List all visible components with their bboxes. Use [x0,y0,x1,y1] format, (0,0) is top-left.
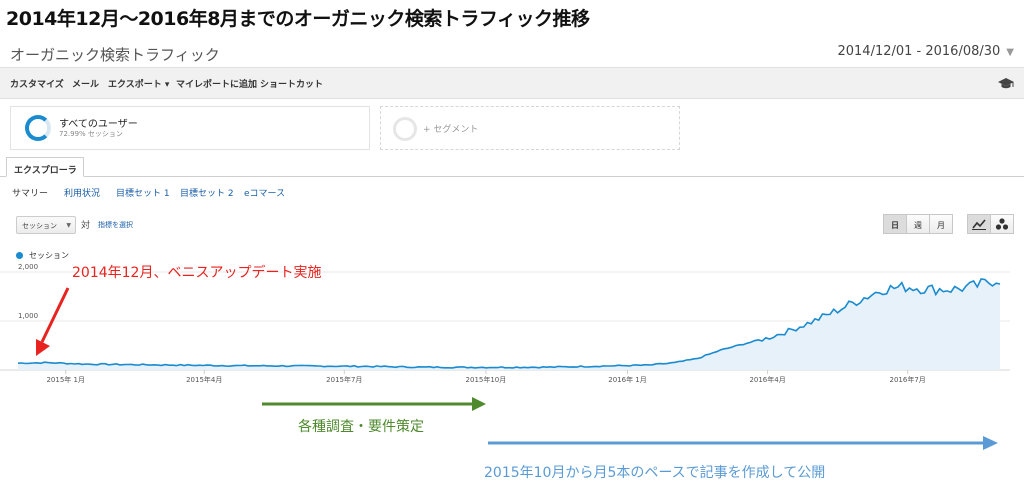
shortcut-button[interactable]: ショートカット [260,80,324,90]
line-chart-view-button[interactable] [967,214,991,234]
x-tick-label: 2015年7月 [326,375,362,384]
vs-label: 対 [81,221,91,231]
chart-legend: セッション [16,250,69,261]
add-to-report-button[interactable]: マイレポートに追加 [176,80,258,90]
add-segment-label: + セグメント [423,125,479,135]
chevron-down-icon: ▼ [1006,47,1014,58]
green-arrow-head [472,397,486,411]
segment-donut-icon [25,115,51,141]
legend-series-label: セッション [29,251,69,260]
export-button[interactable]: エクスポート ▾ [108,80,170,90]
period-day-button[interactable]: 日 [883,214,907,234]
empty-segment-icon [393,117,417,141]
x-tick-label: 2016年7月 [890,375,926,384]
x-tick-label: 2016年4月 [749,375,785,384]
graduation-cap-icon[interactable] [998,76,1014,90]
subtab-ecommerce[interactable]: eコマース [244,189,286,199]
tab-explorer[interactable]: エクスプローラ [6,157,84,177]
tab-divider [0,176,1024,177]
report-toolbar: カスタマイズ メール エクスポート ▾ マイレポートに追加 ショートカット [0,67,1024,99]
customize-button[interactable]: カスタマイズ [10,80,64,90]
date-range-text: 2014/12/01 - 2016/08/30 [837,44,1001,59]
x-tick-label: 2015年10月 [466,375,507,384]
report-title: オーガニック検索トラフィック [10,46,220,64]
metric-dropdown[interactable]: セッション ▼ [16,216,76,234]
series-line [17,278,1001,369]
page-headline: 2014年12月～2016年8月までのオーガニック検索トラフィック推移 [6,8,590,30]
period-month-button[interactable]: 月 [929,214,953,234]
segment-percentage: 72.99% セッション [59,130,123,138]
subtab-summary[interactable]: サマリー [12,189,49,199]
annotation-research-phase: 各種調査・要件策定 [298,419,424,435]
x-tick-label: 2015年 1月 [46,375,85,384]
series-area [18,279,1000,370]
annotation-article-publishing: 2015年10月から月5本のペースで記事を作成して公開 [484,465,826,481]
x-tick-label: 2015年4月 [186,375,222,384]
email-button[interactable]: メール [72,80,100,90]
line-chart-icon [972,219,986,230]
subtab-usage[interactable]: 利用状況 [64,189,101,199]
date-range-picker[interactable]: 2014/12/01 - 2016/08/30 ▼ [833,40,1018,63]
red-arrow-shaft [40,287,70,343]
series-color-dot [16,252,23,259]
bubble-chart-icon [995,218,1009,230]
subtab-goal-set-2[interactable]: 目標セット 2 [180,189,234,199]
x-tick-label: 2016年 1月 [608,375,647,384]
segment-all-users[interactable]: すべてのユーザー 72.99% セッション [10,106,370,150]
period-toggle: 日 週 月 [883,214,953,234]
period-week-button[interactable]: 週 [906,214,930,234]
motion-chart-view-button[interactable] [990,214,1014,234]
subtab-goal-set-1[interactable]: 目標セット 1 [116,189,170,199]
select-metric-link[interactable]: 指標を選択 [98,221,133,229]
metric-dropdown-value: セッション [22,222,57,230]
segment-name: すべてのユーザー [59,119,138,130]
add-segment-button[interactable]: + セグメント [380,106,680,150]
blue-arrow-head [983,436,998,450]
annotation-penguin-update: 2014年12月、ベニスアップデート実施 [72,265,322,281]
y-tick-label: 2,000 [18,263,38,271]
red-arrow-head [36,339,50,356]
chart-view-toggle [967,214,1014,234]
y-tick-label: 1,000 [18,312,38,320]
chevron-down-icon: ▼ [66,222,71,229]
